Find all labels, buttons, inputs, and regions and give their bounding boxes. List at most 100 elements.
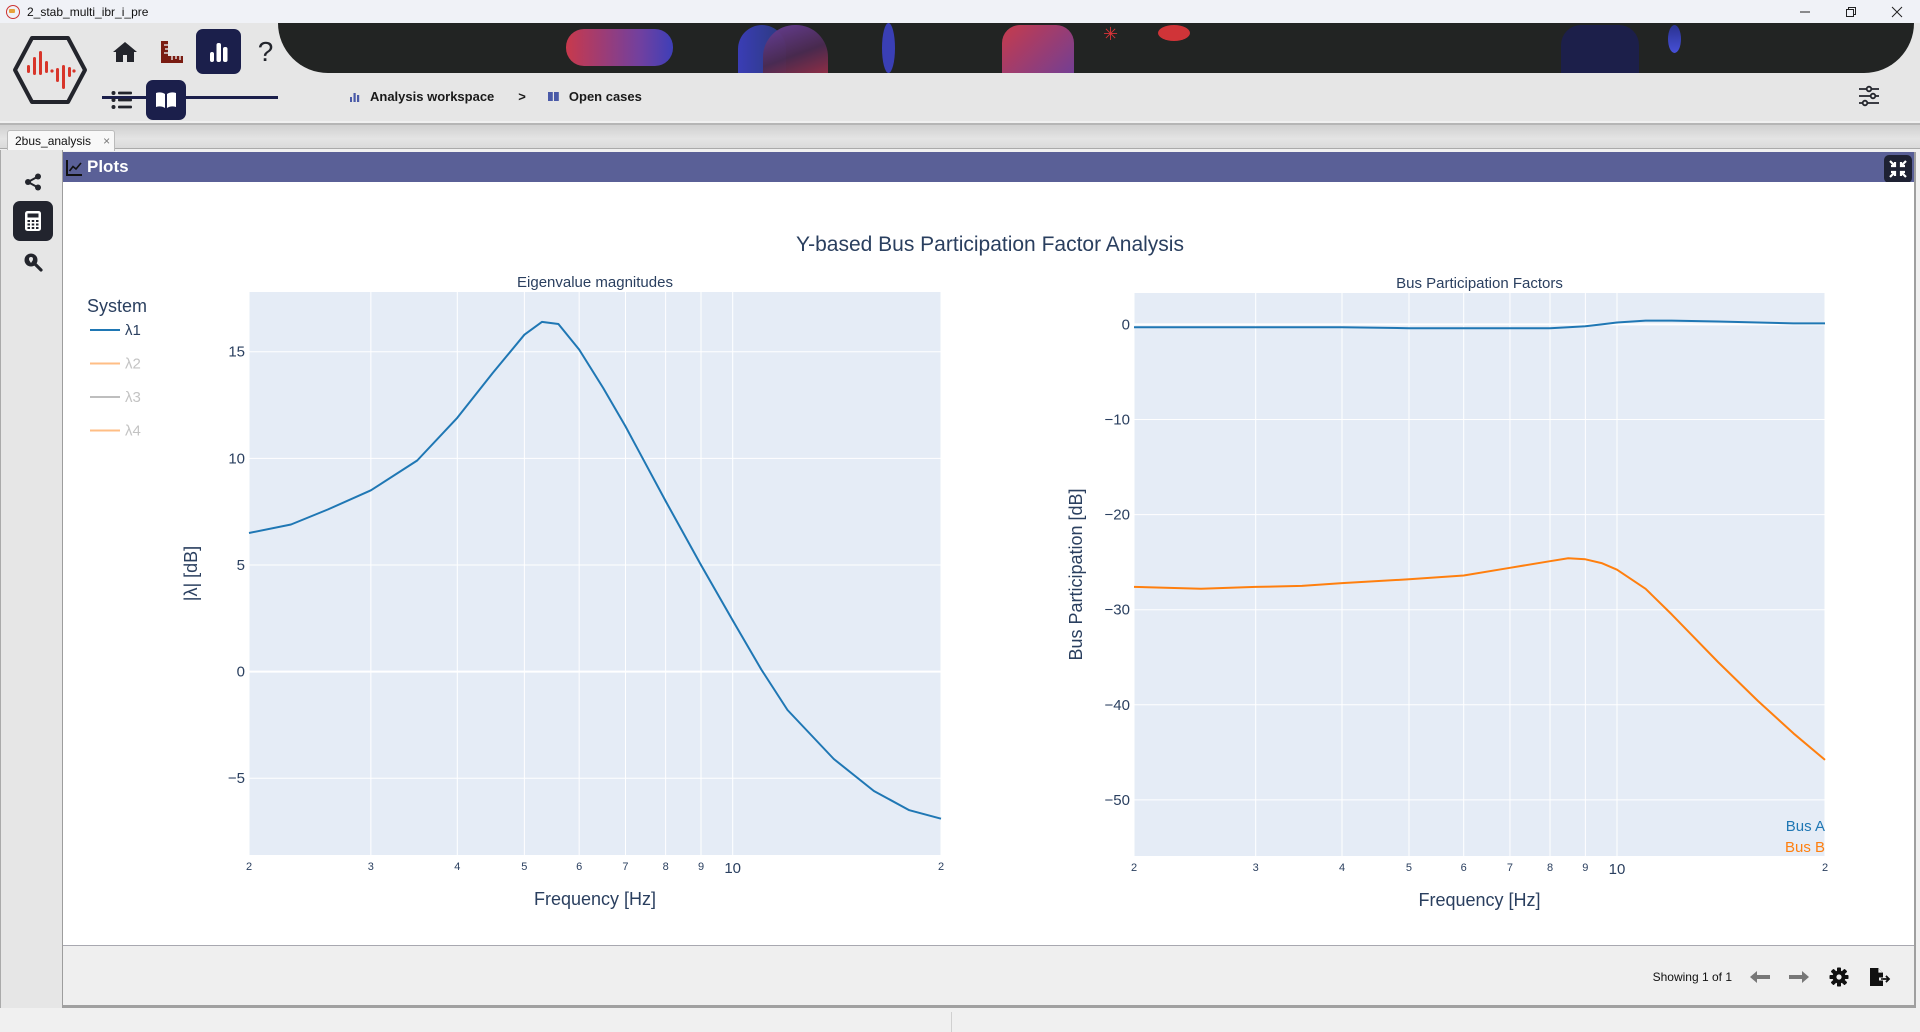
nav-book-button[interactable] [146,80,186,120]
plot-background[interactable] [1134,293,1825,856]
legend-label[interactable]: Bus B [1785,839,1825,856]
decorative-banner: ✳ [278,23,1914,73]
export-button[interactable] [1868,966,1892,988]
legend-title: System [87,296,147,316]
x-tick-label: 2 [246,861,252,873]
status-bar [0,1010,1920,1032]
banner-spark: ✳ [1103,24,1119,44]
status-divider [951,1012,952,1032]
breadcrumb-item-analysis-workspace[interactable]: Analysis workspace [350,89,494,104]
banner-shape [1561,25,1639,73]
y-tick-label: −30 [1105,602,1130,619]
tab-label: 2bus_analysis [15,134,92,148]
left-toolbar [0,150,63,1008]
line-chart-icon [66,159,82,176]
collapse-panel-button[interactable] [1884,155,1912,183]
plot-background[interactable] [249,292,941,855]
arrow-left-icon [1750,971,1770,983]
banner-shape [1158,25,1190,41]
app-logo [13,36,87,104]
y-tick-label: −10 [1105,411,1130,428]
y-tick-label: −5 [228,770,245,787]
breadcrumb-label: Open cases [568,89,642,104]
y-axis-label: |λ| [dB] [181,546,201,601]
x-tick-label: 8 [663,861,669,873]
question-icon: ? [257,35,274,67]
x-tick-label: 4 [454,861,460,873]
y-tick-label: 0 [237,664,245,681]
settings-sliders-button[interactable] [1858,85,1880,107]
legend-item[interactable]: λ3 [90,389,141,406]
legend-label: λ3 [125,389,141,406]
nav-divider [102,96,278,99]
x-axis-label: Frequency [Hz] [534,889,656,909]
legend-label: λ1 [125,322,141,339]
legend-item[interactable]: λ1 [90,322,141,339]
primary-nav: ? [102,29,290,74]
legend-item[interactable]: λ2 [90,356,141,373]
breadcrumb-separator: > [518,89,526,104]
sliders-icon [1859,85,1879,107]
y-tick-label: −20 [1105,507,1130,524]
book-icon [156,92,176,108]
series-line-λ1[interactable] [248,320,942,820]
panel-footer: Showing 1 of 1 [63,945,1914,1008]
banner-shape [1002,25,1074,73]
calculator-icon [25,211,41,231]
subplot-title: Eigenvalue magnitudes [517,274,673,291]
legend-label[interactable]: Bus A [1786,818,1825,835]
nav-measure-button[interactable] [149,29,194,74]
previous-button[interactable] [1748,966,1772,988]
x-tick-label: 2 [1131,862,1137,874]
y-tick-label: 15 [228,344,245,361]
tab-2bus-analysis[interactable]: 2bus_analysis × [7,130,115,151]
close-window-button[interactable] [1874,0,1920,23]
minimize-button[interactable] [1782,0,1828,23]
x-tick-label: 7 [1507,862,1513,874]
tab-close-icon[interactable]: × [103,134,111,148]
banner-shape [1668,25,1681,53]
panel-header: Plots [63,152,1914,183]
minimize-icon [1800,11,1810,12]
figure-title: Y-based Bus Participation Factor Analysi… [796,233,1184,256]
x-tick-label: 10 [724,860,741,877]
bus-participation-plot: Bus Participation Factors 2 3 4 5 6 7 8 9 10 2 0 −10… [1066,275,1828,910]
x-tick-label: 6 [1461,862,1467,874]
nav-home-button[interactable] [102,29,147,74]
arrow-right-icon [1789,971,1809,983]
close-icon [1891,6,1903,17]
series-line-bus-b[interactable] [1133,557,1826,761]
chart-area: Y-based Bus Participation Factor Analysi… [63,182,1914,945]
subplot-title: Bus Participation Factors [1396,275,1563,292]
calculator-button[interactable] [13,201,53,241]
next-button[interactable] [1787,966,1811,988]
search-location-button[interactable] [13,242,53,282]
search-location-icon [24,253,43,272]
x-tick-label: 2 [1822,862,1828,874]
banner-shape [763,25,828,73]
legend-item[interactable]: λ4 [90,423,141,440]
pagination-status: Showing 1 of 1 [1652,970,1732,984]
app-header: ? ✳ Analysis workspace > Open cases [0,23,1920,121]
x-axis-label: Frequency [Hz] [1418,890,1540,910]
ruler-icon [160,40,183,63]
settings-button[interactable] [1827,966,1851,988]
panel-title: Plots [87,157,129,176]
share-icon [25,173,41,191]
bar-chart-icon [350,92,360,102]
share-button[interactable] [13,162,53,202]
nav-list-button[interactable] [102,80,142,120]
document-tabstrip: 2bus_analysis × [0,123,1920,151]
x-tick-label: 2 [938,861,944,873]
restore-button[interactable] [1828,0,1874,23]
x-tick-label: 8 [1547,862,1553,874]
banner-shape [882,23,895,73]
series-line-bus-a[interactable] [1134,319,1825,330]
y-tick-label: 0 [1122,316,1130,333]
x-tick-label: 5 [521,861,527,873]
eigenvalue-plot: Eigenvalue magnitudes 2 3 4 5 6 7 8 9 10 2 −5 0 5 10 15… [181,274,944,909]
breadcrumb-item-open-cases[interactable]: Open cases [547,89,642,104]
nav-help-button[interactable]: ? [243,29,288,74]
participation-factor-figure: Y-based Bus Participation Factor Analysi… [87,233,1828,910]
nav-analysis-button[interactable] [196,29,241,74]
